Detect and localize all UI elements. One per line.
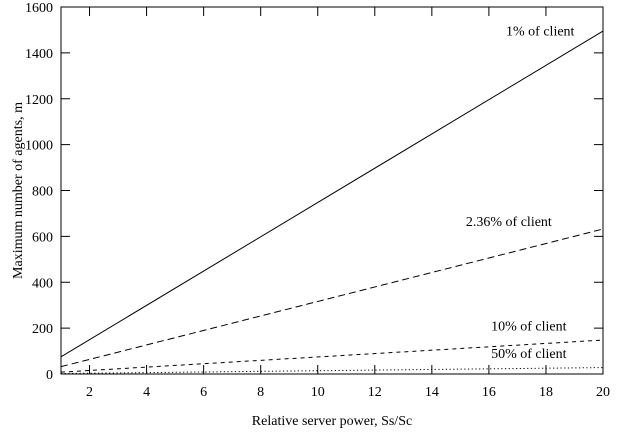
x-tick-label: 2 (86, 385, 93, 400)
y-tick-label: 400 (32, 276, 53, 291)
series-annotations: 1% of client 2.36% of client 10% of client… (466, 25, 575, 362)
series-annotation: 50% of client (491, 347, 567, 362)
series-line (60, 367, 604, 375)
series-annotation: 10% of client (491, 319, 567, 334)
x-tick-label: 10 (311, 385, 325, 400)
y-tick-label: 0 (46, 368, 53, 383)
x-tick-label: 20 (596, 385, 610, 400)
x-axis-label: Relative server power, Ss/Sc (252, 414, 412, 429)
y-tick-label: 1600 (25, 1, 53, 16)
x-tick-label: 8 (257, 385, 264, 400)
series-line (60, 30, 604, 358)
series-annotation: 1% of client (506, 25, 575, 40)
x-tick-label: 12 (368, 385, 382, 400)
y-tick-label: 600 (32, 230, 53, 245)
y-tick-label: 200 (32, 322, 53, 337)
x-tick-label: 16 (482, 385, 496, 400)
x-tick-label: 4 (143, 385, 150, 400)
series-layer (60, 30, 604, 375)
x-tick-label: 18 (539, 385, 553, 400)
series-line (60, 339, 604, 373)
y-axis-label: Maximum number of agents, m (11, 102, 26, 279)
y-tick-label: 800 (32, 185, 53, 200)
series-line (60, 228, 604, 368)
y-tick-label: 1000 (25, 139, 53, 154)
y-tick-label: 1200 (25, 93, 53, 108)
tick-labels: 2 4 6 8 10 12 14 16 18 20020040060080010001200140… (25, 1, 610, 400)
x-tick-label: 6 (200, 385, 207, 400)
y-tick-label: 1400 (25, 47, 53, 62)
series-annotation: 2.36% of client (466, 215, 552, 230)
plot-frame (60, 6, 604, 375)
x-tick-label: 14 (425, 385, 439, 400)
